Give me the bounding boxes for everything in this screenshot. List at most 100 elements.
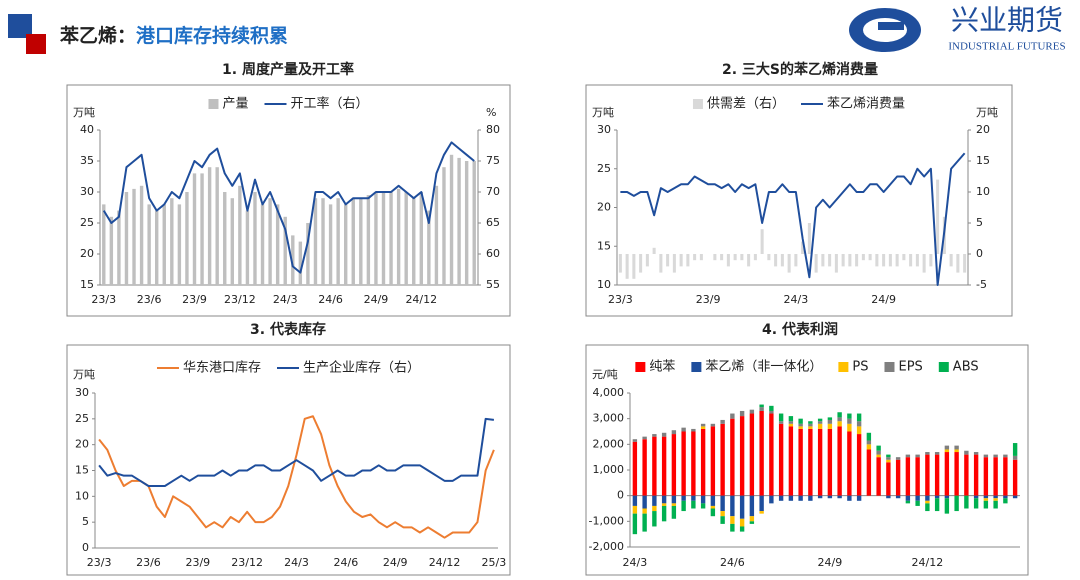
bar: [759, 407, 764, 411]
bar: [964, 495, 969, 509]
bar: [848, 254, 852, 267]
y-axis-unit: 万吨: [73, 368, 95, 381]
bar: [934, 498, 940, 512]
bar: [808, 421, 813, 424]
legend-swatch: [208, 99, 219, 109]
chart-frame: [585, 84, 1013, 317]
bar: [856, 495, 862, 501]
y2-tick-label: 0: [976, 247, 983, 260]
bar: [905, 500, 911, 504]
bar: [661, 503, 667, 506]
bar: [855, 254, 859, 267]
legend-label: EPS: [898, 360, 922, 375]
y-tick-label: 15: [80, 278, 94, 291]
bar: [808, 495, 813, 501]
bar: [886, 454, 891, 458]
bar: [886, 457, 891, 460]
logo: 兴业期货 INDUSTRIAL FUTURES: [849, 4, 1066, 53]
bar: [944, 445, 950, 450]
y2-axis-unit: %: [486, 106, 496, 119]
bar: [817, 428, 823, 496]
x-tick-label: 24/9: [364, 293, 389, 306]
bar: [909, 254, 913, 267]
bar: [671, 495, 677, 504]
y-axis-unit: 万吨: [592, 106, 614, 119]
bar: [686, 254, 690, 267]
legend-label: 生产企业库存（右）: [303, 360, 420, 376]
bar: [954, 495, 959, 512]
bar: [434, 185, 439, 285]
y-axis-unit: 元/吨: [592, 368, 618, 381]
y-tick-label: -2,000: [589, 540, 624, 553]
y-tick-label: 0: [82, 541, 89, 554]
bar: [1012, 443, 1018, 456]
x-tick-label: 23/9: [696, 293, 721, 306]
chart-frame: [585, 344, 1029, 576]
bar: [973, 498, 979, 509]
y2-tick-label: 15: [976, 154, 990, 167]
bar: [215, 167, 219, 285]
y2-tick-label: -5: [976, 278, 987, 291]
bar: [238, 185, 242, 285]
y-tick-label: 4,000: [593, 386, 625, 399]
bar: [710, 508, 716, 517]
y-tick-label: 25: [80, 216, 94, 229]
bar: [788, 426, 794, 496]
bar: [876, 450, 881, 455]
bar: [328, 204, 333, 285]
bar: [681, 495, 686, 501]
bar: [868, 254, 872, 261]
bar: [856, 434, 862, 496]
x-tick-label: 24/12: [912, 556, 944, 569]
legend-label: 产量: [222, 97, 248, 112]
bar: [726, 254, 730, 267]
legend-label: 纯苯: [649, 360, 675, 375]
x-tick-label: 23/9: [185, 556, 210, 569]
bar: [713, 254, 717, 261]
legend: 产量 开工率（右）: [208, 96, 369, 112]
legend: 供需差（右） 苯乙烯消费量: [692, 97, 905, 112]
bar: [389, 192, 393, 285]
bar: [905, 454, 911, 458]
bar: [769, 413, 774, 496]
bar: [739, 416, 745, 496]
bar: [419, 192, 424, 285]
bar: [200, 173, 204, 285]
legend-swatch: [635, 362, 646, 372]
bar: [814, 254, 818, 273]
bar: [632, 254, 636, 279]
bar: [778, 423, 784, 496]
bar: [645, 254, 649, 267]
bar: [253, 192, 257, 285]
bar: [691, 500, 696, 509]
logo-subtext: INDUSTRIAL FUTURES: [948, 41, 1065, 53]
x-tick-label: 23/6: [136, 556, 161, 569]
bar: [659, 254, 663, 273]
y2-tick-label: 5: [976, 216, 983, 229]
bar: [817, 421, 823, 424]
bar: [749, 521, 755, 524]
legend-label: 苯乙烯（非一体化）: [705, 360, 822, 375]
line-series: [620, 152, 966, 286]
bar: [827, 419, 833, 424]
y-tick-label: 30: [597, 123, 611, 136]
bar: [847, 413, 852, 419]
bar: [847, 495, 852, 501]
bar: [642, 495, 647, 509]
legend-label: ABS: [953, 360, 979, 375]
bar: [856, 421, 862, 427]
y2-tick-label: 75: [486, 154, 500, 167]
bar: [798, 423, 803, 427]
bar: [710, 426, 716, 496]
bar: [925, 500, 930, 504]
bar: [632, 505, 638, 514]
bar: [837, 412, 842, 418]
bar: [834, 254, 838, 273]
bar: [671, 503, 677, 506]
bar: [798, 495, 803, 501]
bar: [794, 254, 798, 267]
bar: [856, 413, 862, 422]
bar: [1003, 498, 1008, 504]
bar: [759, 410, 764, 496]
x-tick-label: 23/3: [608, 293, 633, 306]
